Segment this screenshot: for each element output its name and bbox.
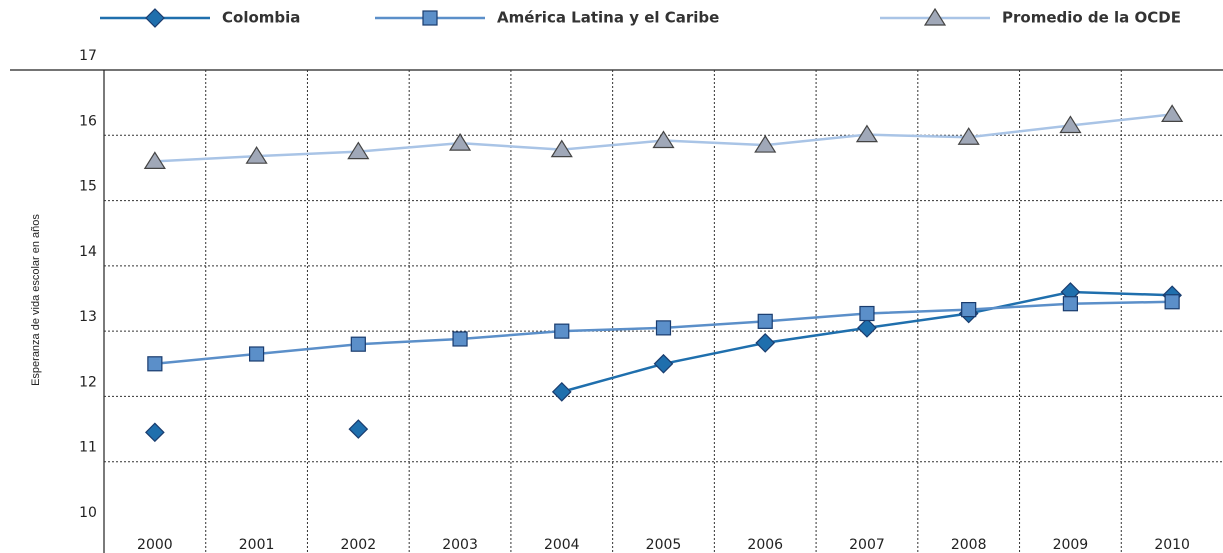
y-tick-label: 11 (79, 440, 97, 456)
marker (1164, 294, 1180, 310)
marker (245, 146, 268, 164)
marker (957, 127, 980, 145)
y-axis-label: Esperanza de vida escolar en años (30, 214, 42, 386)
x-tick-label: 2009 (1053, 537, 1089, 553)
marker (145, 8, 165, 28)
marker (448, 132, 472, 151)
x-tick-label: 2004 (544, 537, 580, 553)
marker (754, 134, 777, 153)
marker (452, 331, 468, 347)
marker (757, 313, 773, 329)
y-tick-label: 12 (79, 374, 97, 390)
x-tick-label: 2010 (1154, 537, 1190, 553)
marker (755, 333, 776, 353)
marker (655, 320, 672, 336)
marker (652, 130, 675, 149)
marker (1059, 115, 1082, 134)
marker (855, 124, 879, 143)
x-tick-label: 2008 (951, 537, 987, 553)
legend-item: Colombia (100, 8, 300, 28)
x-tick-label: 2006 (747, 537, 783, 553)
marker (422, 10, 438, 26)
marker (147, 356, 163, 372)
x-tick-label: 2003 (442, 537, 478, 553)
y-tick-label: 17 (79, 48, 97, 64)
y-tick-label: 10 (79, 505, 97, 521)
y-tick-label: 15 (79, 179, 97, 195)
marker (248, 346, 265, 362)
marker (923, 7, 947, 26)
marker (857, 318, 877, 338)
marker (145, 422, 165, 443)
x-tick-label: 2001 (239, 537, 275, 553)
marker (551, 382, 572, 402)
y-tick-label: 13 (79, 309, 97, 325)
x-tick-label: 2000 (137, 537, 173, 553)
marker (961, 301, 977, 318)
y-tick-label: 16 (79, 113, 97, 129)
y-tick-label: 14 (79, 244, 97, 260)
legend-text: Promedio de la OCDE (1002, 9, 1181, 27)
marker (350, 336, 366, 352)
marker (550, 139, 573, 158)
marker (859, 305, 875, 322)
marker (1062, 296, 1079, 312)
legend-text: Colombia (222, 9, 300, 27)
marker (653, 353, 674, 374)
legend-text: América Latina y el Caribe (497, 9, 719, 27)
x-tick-label: 2007 (849, 537, 885, 553)
legend-item: América Latina y el Caribe (375, 9, 719, 27)
x-tick-label: 2002 (340, 537, 376, 553)
marker (347, 141, 370, 160)
x-tick-label: 2005 (646, 537, 682, 553)
marker (554, 323, 570, 339)
marker (143, 151, 166, 169)
marker (348, 419, 369, 439)
marker (1161, 104, 1184, 122)
legend-item: Promedio de la OCDE (880, 7, 1181, 27)
